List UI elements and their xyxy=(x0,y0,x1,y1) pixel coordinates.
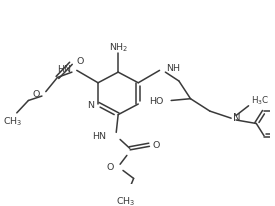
Text: CH$_3$: CH$_3$ xyxy=(116,194,136,206)
Text: HN: HN xyxy=(93,131,106,140)
Text: NH: NH xyxy=(166,64,180,73)
Text: HN: HN xyxy=(57,65,71,74)
Text: CH$_3$: CH$_3$ xyxy=(3,115,23,128)
Text: O: O xyxy=(77,57,84,66)
Text: H$_3$C: H$_3$C xyxy=(251,94,270,106)
Text: N: N xyxy=(233,113,241,123)
Text: NH$_2$: NH$_2$ xyxy=(109,41,129,53)
Text: O: O xyxy=(33,89,40,98)
Text: HO: HO xyxy=(149,96,163,105)
Text: N: N xyxy=(87,101,94,110)
Text: O: O xyxy=(152,140,160,150)
Text: O: O xyxy=(107,162,114,171)
